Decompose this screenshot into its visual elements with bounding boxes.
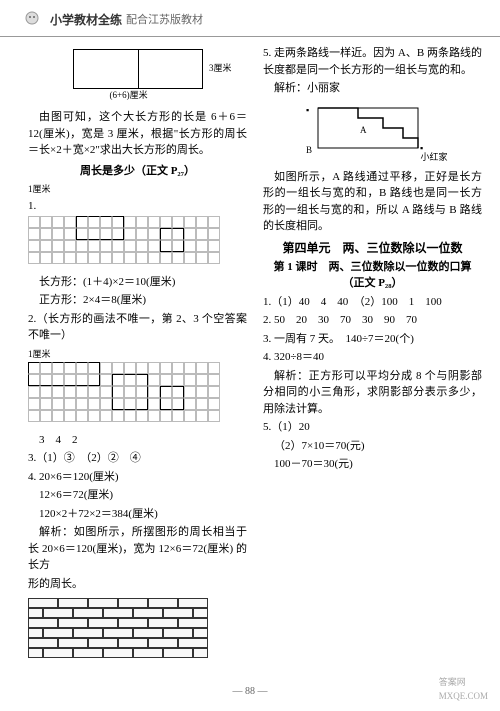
para-explanation-1: 由图可知，这个大长方形的长是 6＋6＝12(厘米)，宽是 3 厘米，根据"长方形… [28, 109, 247, 159]
route-diagram: ▪ A B ▪ 小红家 [298, 103, 448, 163]
q4: 4. 320÷8＝40 [263, 349, 482, 366]
right-continue: 形的周长。 [28, 576, 247, 593]
answer-rect: 长方形：(1＋4)×2＝10(厘米) [28, 274, 247, 291]
grid-block-1: 1厘米 1. [28, 183, 247, 270]
item-4c: 120×2＋72×2＝384(厘米) [28, 506, 247, 523]
dim-bottom: (6+6)厘米 [110, 89, 148, 103]
section-title-1: 周长是多少（正文 P₂₇） [28, 163, 247, 180]
grid-label-2: 1厘米 [28, 348, 247, 362]
header-title: 小学教材全练 [50, 11, 122, 29]
rectangle-diagram: 3厘米 (6+6)厘米 [73, 49, 203, 89]
q5a: 5.（1）20 [263, 419, 482, 436]
svg-text:▪: ▪ [306, 105, 309, 115]
grid-label-1: 1厘米 [28, 183, 247, 197]
q2: 2. 50 20 30 70 30 90 70 [263, 312, 482, 329]
grid-1 [28, 216, 220, 264]
q3: 3. 一周有 7 天。 140÷7＝20(个) [263, 331, 482, 348]
grid-2 [28, 362, 220, 422]
item-1-label: 1. [28, 198, 247, 215]
route-red-label: 小红家 [420, 151, 447, 165]
grid-block-2: 1厘米 [28, 348, 247, 428]
q5c: 100－70＝30(元) [263, 456, 482, 473]
item-2-nums: 3 4 2 [28, 432, 247, 449]
brick-diagram [28, 598, 247, 658]
answer-square: 正方形：2×4＝8(厘米) [28, 292, 247, 309]
header-subtitle: 配合江苏版教材 [126, 12, 203, 29]
route-a-label: A [360, 125, 367, 135]
route-b-label: B [306, 145, 312, 155]
q5b: （2）7×10＝70(元) [263, 438, 482, 455]
page-header: 小学教材全练 配合江苏版教材 [0, 0, 500, 37]
unit-title: 第四单元 两、三位数除以一位数 [263, 239, 482, 257]
watermark-bottom: 答案网MXQE.COM [439, 676, 488, 703]
item-3: 3.（1）③ （2）② ④ [28, 450, 247, 467]
item-2: 2.（长方形的画法不唯一，第 2、3 个空答案不唯一） [28, 311, 247, 344]
item-4-exp: 解析：如图所示，所摆图形的周长相当于长 20×6＝120(厘米)，宽为 12×6… [28, 524, 247, 574]
item-5: 5. 走两条路线一样近。因为 A、B 两条路线的长度都是同一个长方形的一组长与宽… [263, 45, 482, 78]
q4exp: 解析：正方形可以平均分成 8 个与阴影部分相同的小三角形，求阴影部分表示多少，用… [263, 368, 482, 418]
dim-right: 3厘米 [209, 62, 232, 76]
route-label: 解析：小丽家 [263, 80, 482, 97]
route-explanation: 如图所示，A 路线通过平移，正好是长方形的一组长与宽的和，B 路线也是同一长方形… [263, 169, 482, 235]
q1: 1.（1）40 4 40 （2）100 1 100 [263, 294, 482, 311]
content-area: 3厘米 (6+6)厘米 由图可知，这个大长方形的长是 6＋6＝12(厘米)，宽是… [0, 37, 500, 677]
page-number: — 88 — [0, 684, 500, 699]
logo-icon [20, 8, 44, 32]
lesson-title: 第 1 课时 两、三位数除以一位数的口算（正文 P₂₈） [263, 259, 482, 292]
item-4a: 4. 20×6＝120(厘米) [28, 469, 247, 486]
item-4b: 12×6＝72(厘米) [28, 487, 247, 504]
